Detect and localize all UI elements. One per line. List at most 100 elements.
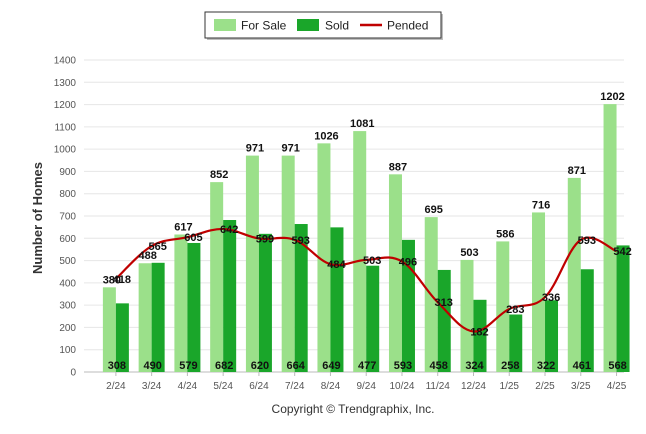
legend: For Sale Sold Pended: [204, 11, 443, 40]
bar-for-sale: [245, 155, 259, 372]
pended-value-label: 642: [220, 224, 238, 236]
pended-value-label: 599: [256, 234, 274, 246]
pended-value-label: 182: [470, 326, 488, 338]
x-tick-label: 12/24: [461, 381, 486, 392]
bar-sold: [223, 220, 237, 372]
x-tick-label: 3/24: [142, 381, 162, 392]
x-tick-label: 5/24: [213, 381, 233, 392]
sold-value-label: 593: [394, 360, 412, 372]
bar-sold: [473, 299, 487, 372]
pended-value-label: 313: [435, 297, 453, 309]
bar-for-sale: [532, 212, 546, 372]
bar-for-sale: [317, 143, 331, 372]
bar-sold: [437, 269, 451, 372]
y-axis-label: Number of Homes: [30, 162, 45, 274]
bar-sold: [151, 262, 165, 372]
bar-for-sale: [138, 263, 152, 372]
y-tick-label: 300: [59, 301, 76, 312]
bar-for-sale: [102, 287, 116, 372]
sold-value-label: 649: [322, 360, 340, 372]
sold-value-label: 258: [501, 360, 519, 372]
pended-value-label: 336: [542, 292, 560, 304]
for-sale-value-label: 1202: [600, 91, 624, 103]
bar-sold: [258, 233, 272, 372]
pended-line: [115, 227, 618, 333]
pended-value-label: 484: [327, 259, 346, 271]
bar-for-sale: [353, 131, 367, 372]
bars: [102, 104, 630, 372]
pended-value-label: 496: [399, 256, 417, 268]
y-tick-label: 1400: [54, 56, 77, 67]
legend-box: [204, 11, 442, 39]
y-tick-label: 200: [59, 323, 76, 334]
y-tick-label: 800: [59, 189, 76, 200]
x-tick-label: 7/24: [285, 381, 305, 392]
for-sale-value-label: 617: [174, 221, 192, 233]
for-sale-value-label: 503: [460, 247, 478, 259]
bar-sold: [187, 242, 201, 372]
pended-value-label: 605: [184, 232, 202, 244]
bar-sold: [366, 265, 380, 372]
for-sale-value-label: 1081: [350, 118, 374, 130]
x-tick-label: 2/25: [535, 381, 555, 392]
bar-for-sale: [603, 104, 617, 372]
sold-value-label: 490: [143, 360, 161, 372]
y-tick-label: 1000: [54, 145, 77, 156]
x-tick-label: 6/24: [249, 381, 269, 392]
sold-value-label: 682: [215, 360, 233, 372]
y-tick-label: 1100: [54, 122, 76, 133]
x-axis-ticks: 2/24 3/24 4/24 5/24 6/24 7/24 8/24 9/24 10/24 11/…: [106, 372, 627, 392]
x-tick-label: 4/25: [607, 381, 627, 392]
bar-sold: [580, 269, 594, 372]
y-tick-label: 600: [59, 234, 76, 245]
legend-label-pended: Pended: [387, 19, 428, 33]
x-tick-label: 4/24: [178, 381, 198, 392]
sold-value-label: 322: [537, 360, 555, 372]
bar-sold: [401, 239, 415, 372]
x-tick-label: 2/24: [106, 381, 126, 392]
for-sale-value-label: 971: [246, 143, 264, 155]
y-axis-ticks: 0 100 200 300 400 500 600 700 800 900 1000 1100 1200…: [54, 56, 77, 379]
y-tick-label: 0: [70, 368, 76, 379]
y-tick-label: 700: [59, 212, 76, 223]
bar-sold: [330, 227, 344, 372]
for-sale-value-label: 887: [389, 161, 407, 173]
sold-value-label: 568: [608, 360, 626, 372]
x-tick-label: 11/24: [426, 381, 451, 392]
legend-swatch-for-sale: [214, 19, 236, 31]
sold-value-label: 308: [108, 360, 126, 372]
y-tick-label: 1200: [54, 100, 77, 111]
x-tick-label: 10/24: [389, 381, 414, 392]
for-sale-value-label: 488: [138, 250, 156, 262]
bar-sold: [616, 245, 630, 372]
x-tick-label: 9/24: [356, 381, 376, 392]
for-sale-value-label: 852: [210, 169, 228, 181]
legend-label-sold: Sold: [325, 19, 349, 33]
legend-swatch-sold: [297, 19, 319, 31]
sold-value-label: 579: [179, 360, 197, 372]
copyright-credit: Copyright © Trendgraphix, Inc.: [272, 402, 435, 416]
sold-value-label: 461: [573, 360, 591, 372]
for-sale-value-label: 1026: [314, 130, 338, 142]
legend-label-for-sale: For Sale: [241, 19, 287, 33]
sold-value-label: 458: [430, 360, 448, 372]
pended-value-label: 593: [578, 235, 596, 247]
x-tick-label: 3/25: [571, 381, 591, 392]
bar-sold: [115, 303, 129, 372]
data-labels: 380 308 488 490 617 579 852 682 971 620 971 664 1026…: [103, 91, 632, 372]
x-tick-label: 8/24: [321, 381, 341, 392]
pended-line-layer: [115, 227, 618, 333]
bar-for-sale: [210, 182, 224, 372]
y-tick-label: 500: [59, 256, 76, 267]
sold-value-label: 620: [251, 360, 269, 372]
bar-for-sale: [388, 174, 402, 372]
for-sale-value-label: 716: [532, 199, 550, 211]
y-tick-label: 900: [59, 167, 76, 178]
sold-value-label: 664: [287, 360, 306, 372]
bar-sold: [545, 300, 559, 372]
pended-value-label: 565: [148, 241, 166, 253]
pended-value-label: 418: [113, 274, 131, 286]
bar-for-sale: [281, 155, 295, 372]
